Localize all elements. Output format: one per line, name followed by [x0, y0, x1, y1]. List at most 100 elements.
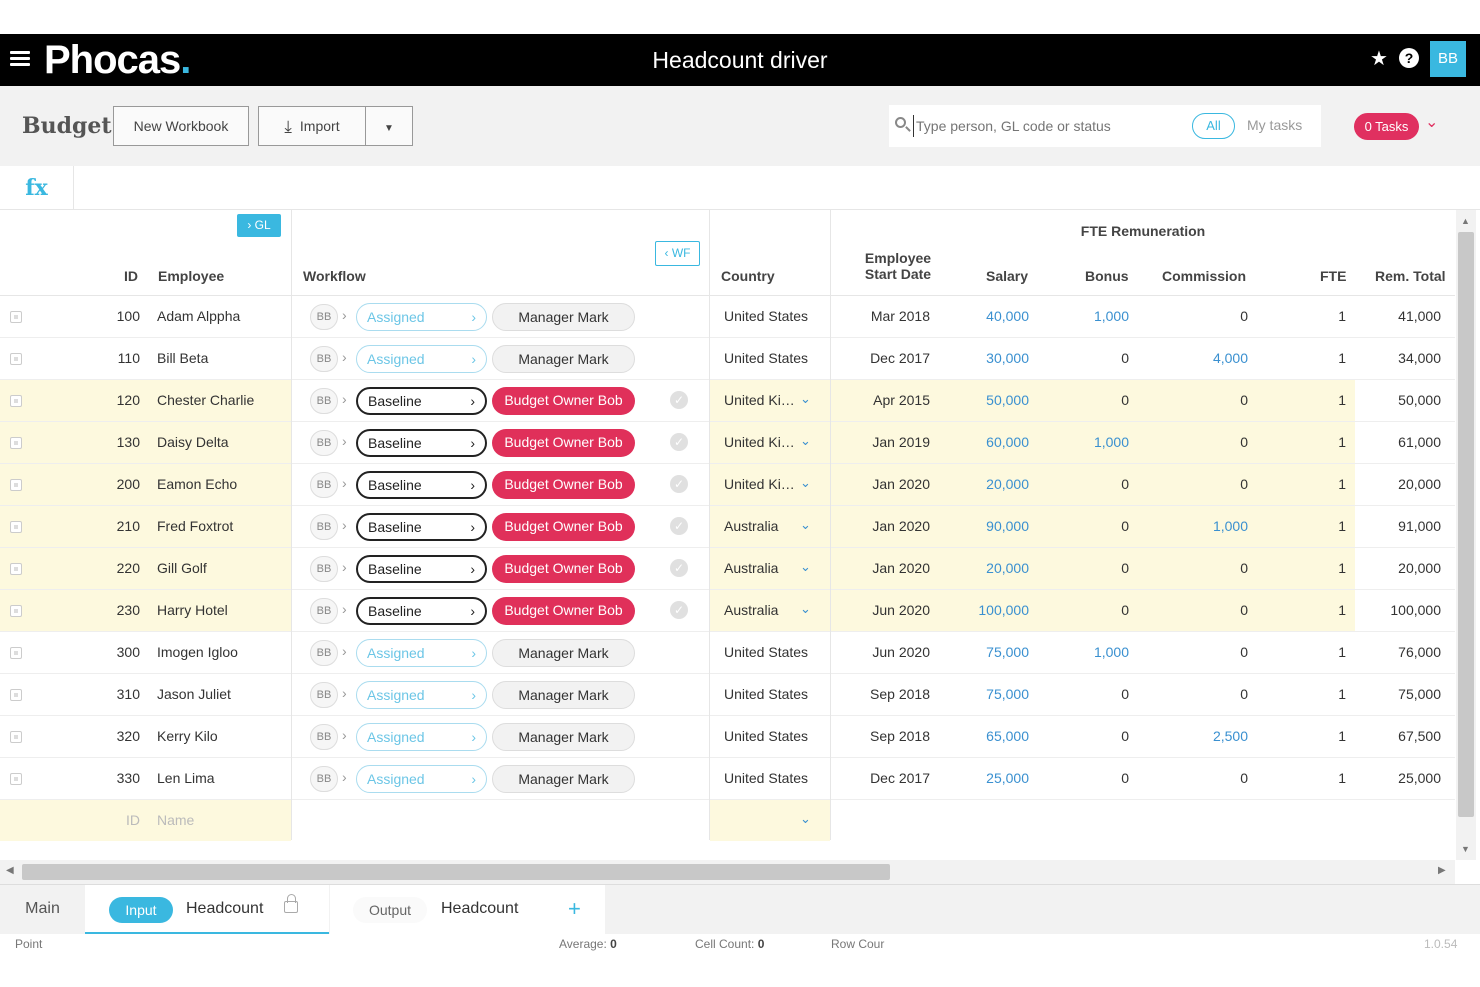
filter-all-toggle[interactable]: All	[1192, 113, 1235, 139]
new-workbook-button[interactable]: New Workbook	[113, 106, 249, 146]
cell-salary[interactable]: 30,000	[986, 350, 1029, 366]
tab-input-headcount[interactable]: Input Headcount	[85, 885, 329, 935]
cell-fte[interactable]: 1	[1338, 434, 1346, 450]
new-row-id-input[interactable]: ID	[126, 812, 140, 828]
help-icon[interactable]: ?	[1399, 48, 1419, 68]
cell-id[interactable]: 310	[116, 686, 140, 702]
vertical-scrollbar[interactable]: ▲ ▼	[1456, 210, 1476, 860]
workflow-status-button[interactable]: Assigned ›	[356, 681, 487, 709]
cell-salary[interactable]: 90,000	[986, 518, 1029, 534]
table-row[interactable]: 330 Len Lima BB › Assigned › Manager Mark Unite…	[0, 758, 1455, 800]
workflow-status-button[interactable]: Baseline ›	[356, 429, 487, 457]
cell-commission[interactable]: 0	[1240, 602, 1248, 618]
cell-employee[interactable]: Jason Juliet	[157, 686, 231, 702]
cell-id[interactable]: 220	[116, 560, 140, 576]
cell-employee[interactable]: Kerry Kilo	[157, 728, 218, 744]
cell-commission[interactable]: 0	[1240, 392, 1248, 408]
table-row[interactable]: 200 Eamon Echo BB › Baseline › Budget Owner Bo…	[0, 464, 1455, 506]
user-avatar[interactable]: BB	[1430, 41, 1466, 77]
cell-salary[interactable]: 60,000	[986, 434, 1029, 450]
cell-country[interactable]: United States	[724, 686, 809, 702]
approve-check-icon[interactable]: ✓	[670, 433, 688, 451]
cell-commission[interactable]: 0	[1240, 308, 1248, 324]
cell-country[interactable]: United States	[724, 644, 809, 660]
workflow-user-avatar[interactable]: BB	[310, 388, 338, 414]
cell-start-date[interactable]: Dec 2017	[870, 770, 930, 786]
cell-id[interactable]: 210	[116, 518, 140, 534]
cell-fte[interactable]: 1	[1338, 392, 1346, 408]
workflow-user-avatar[interactable]: BB	[310, 556, 338, 582]
cell-country[interactable]: United States	[724, 770, 809, 786]
row-select-checkbox[interactable]	[10, 563, 22, 575]
cell-employee[interactable]: Bill Beta	[157, 350, 209, 366]
table-row[interactable]: 320 Kerry Kilo BB › Assigned › Manager Mark Uni…	[0, 716, 1455, 758]
row-select-checkbox[interactable]	[10, 605, 22, 617]
approve-check-icon[interactable]: ✓	[670, 517, 688, 535]
workflow-user-avatar[interactable]: BB	[310, 514, 338, 540]
row-select-checkbox[interactable]	[10, 437, 22, 449]
cell-start-date[interactable]: Jan 2020	[872, 560, 930, 576]
cell-bonus[interactable]: 0	[1121, 686, 1129, 702]
cell-commission[interactable]: 0	[1240, 686, 1248, 702]
row-select-checkbox[interactable]	[10, 647, 22, 659]
cell-country[interactable]: United Ki…	[724, 392, 795, 408]
cell-bonus[interactable]: 0	[1121, 560, 1129, 576]
cell-salary[interactable]: 25,000	[986, 770, 1029, 786]
cell-commission[interactable]: 0	[1240, 476, 1248, 492]
my-tasks-toggle[interactable]: My tasks	[1247, 117, 1303, 133]
cell-fte[interactable]: 1	[1338, 560, 1346, 576]
fx-icon[interactable]: fx	[0, 166, 74, 210]
cell-bonus[interactable]: 0	[1121, 602, 1129, 618]
workflow-status-button[interactable]: Baseline ›	[356, 387, 487, 415]
cell-employee[interactable]: Harry Hotel	[157, 602, 228, 618]
workflow-status-button[interactable]: Assigned ›	[356, 345, 487, 373]
cell-salary[interactable]: 20,000	[986, 476, 1029, 492]
row-select-checkbox[interactable]	[10, 689, 22, 701]
cell-id[interactable]: 120	[116, 392, 140, 408]
cell-fte[interactable]: 1	[1338, 350, 1346, 366]
horizontal-scrollbar[interactable]: ◀ ▶	[0, 860, 1455, 884]
cell-fte[interactable]: 1	[1338, 728, 1346, 744]
workflow-user-avatar[interactable]: BB	[310, 640, 338, 666]
cell-commission[interactable]: 0	[1240, 644, 1248, 660]
cell-start-date[interactable]: Apr 2015	[873, 392, 930, 408]
cell-id[interactable]: 230	[116, 602, 140, 618]
cell-country[interactable]: United Ki…	[724, 434, 795, 450]
col-header-workflow[interactable]: Workflow	[303, 268, 366, 284]
cell-commission[interactable]: 1,000	[1212, 518, 1248, 534]
cell-start-date[interactable]: Jun 2020	[872, 602, 930, 618]
col-header-commission[interactable]: Commission	[1162, 268, 1247, 284]
approve-check-icon[interactable]: ✓	[670, 559, 688, 577]
cell-commission[interactable]: 0	[1240, 770, 1248, 786]
cell-fte[interactable]: 1	[1338, 686, 1346, 702]
table-row[interactable]: 120 Chester Charlie BB › Baseline › Budget Own…	[0, 380, 1455, 422]
table-row[interactable]: 300 Imogen Igloo BB › Assigned › Manager Mark U…	[0, 632, 1455, 674]
row-select-checkbox[interactable]	[10, 311, 22, 323]
cell-start-date[interactable]: Mar 2018	[870, 308, 930, 324]
workflow-owner-button[interactable]: Budget Owner Bob	[492, 513, 635, 541]
cell-id[interactable]: 330	[116, 770, 140, 786]
workflow-status-button[interactable]: Assigned ›	[356, 765, 487, 793]
cell-bonus[interactable]: 0	[1121, 728, 1129, 744]
col-header-start-date[interactable]: Employee Start Date	[864, 250, 932, 282]
cell-id[interactable]: 100	[116, 308, 140, 324]
cell-employee[interactable]: Chester Charlie	[157, 392, 255, 408]
row-select-checkbox[interactable]	[10, 395, 22, 407]
cell-salary[interactable]: 100,000	[978, 602, 1029, 618]
workflow-owner-button[interactable]: Budget Owner Bob	[492, 597, 635, 625]
chevron-down-icon[interactable]: ⌄	[800, 475, 811, 490]
vertical-scroll-thumb[interactable]	[1458, 232, 1474, 817]
cell-fte[interactable]: 1	[1338, 308, 1346, 324]
workflow-status-button[interactable]: Assigned ›	[356, 303, 487, 331]
search-input[interactable]	[913, 115, 1173, 137]
cell-employee[interactable]: Adam Alppha	[157, 308, 241, 324]
tab-main[interactable]: Main	[25, 900, 60, 917]
approve-check-icon[interactable]: ✓	[670, 601, 688, 619]
table-row[interactable]: 100 Adam Alppha BB › Assigned › Manager Mark Un…	[0, 296, 1455, 338]
chevron-down-icon[interactable]: ⌄	[800, 601, 811, 616]
cell-commission[interactable]: 0	[1240, 434, 1248, 450]
table-row[interactable]: 310 Jason Juliet BB › Assigned › Manager Mark U…	[0, 674, 1455, 716]
cell-bonus[interactable]: 0	[1121, 392, 1129, 408]
scroll-right-icon[interactable]: ▶	[1438, 865, 1446, 876]
workflow-user-avatar[interactable]: BB	[310, 724, 338, 750]
